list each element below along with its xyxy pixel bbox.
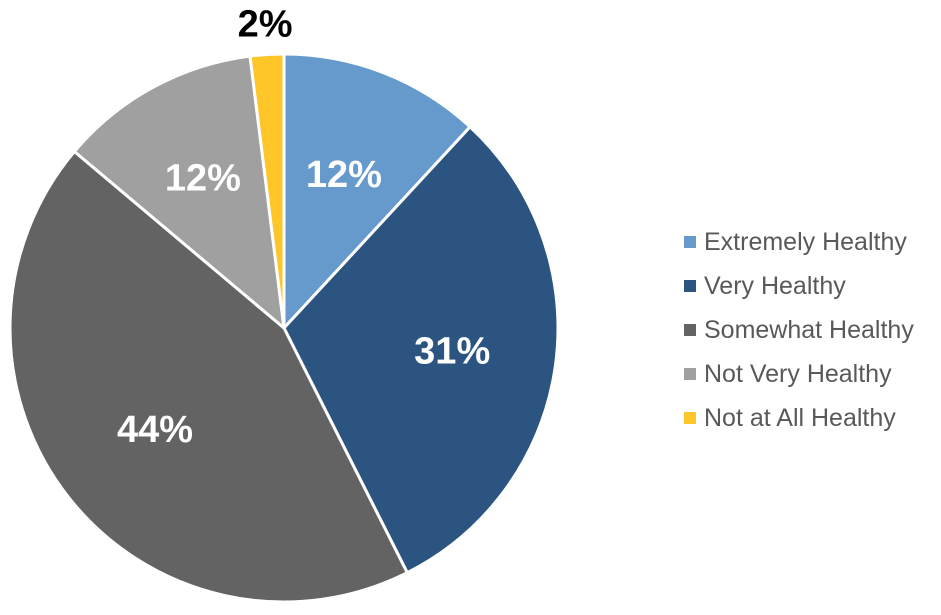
legend-swatch xyxy=(684,412,696,424)
legend-item-not-at-all-healthy: Not at All Healthy xyxy=(684,404,896,432)
data-label-somewhat-healthy: 44% xyxy=(117,409,193,451)
legend-swatch xyxy=(684,368,696,380)
pie-slices xyxy=(8,52,560,604)
pie-slice-somewhat-healthy xyxy=(8,150,409,604)
legend-label: Not Very Healthy xyxy=(704,360,892,388)
legend-item-not-very-healthy: Not Very Healthy xyxy=(684,360,892,388)
legend-item-somewhat-healthy: Somewhat Healthy xyxy=(684,316,914,344)
legend-item-extremely-healthy: Extremely Healthy xyxy=(684,228,907,256)
legend-label: Somewhat Healthy xyxy=(704,316,914,344)
data-label-extremely-healthy: 12% xyxy=(306,154,382,196)
legend-label: Extremely Healthy xyxy=(704,228,907,256)
data-label-very-healthy: 31% xyxy=(414,331,490,373)
data-label-not-very-healthy: 12% xyxy=(165,158,241,200)
legend-swatch xyxy=(684,324,696,336)
legend-label: Not at All Healthy xyxy=(704,404,896,432)
pie-slice-not-very-healthy xyxy=(72,54,286,330)
pie-slice-extremely-healthy xyxy=(282,52,472,330)
legend-item-very-healthy: Very Healthy xyxy=(684,272,846,300)
pie-slice-not-at-all-healthy xyxy=(248,52,286,330)
legend-swatch xyxy=(684,280,696,292)
data-label-not-at-all-healthy: 2% xyxy=(238,3,293,45)
legend: Extremely Healthy Very Healthy Somewhat He… xyxy=(684,228,914,432)
pie-data-labels: 12% 31% 44% 12% 2% xyxy=(117,3,490,450)
legend-label: Very Healthy xyxy=(704,272,846,300)
legend-swatch xyxy=(684,236,696,248)
